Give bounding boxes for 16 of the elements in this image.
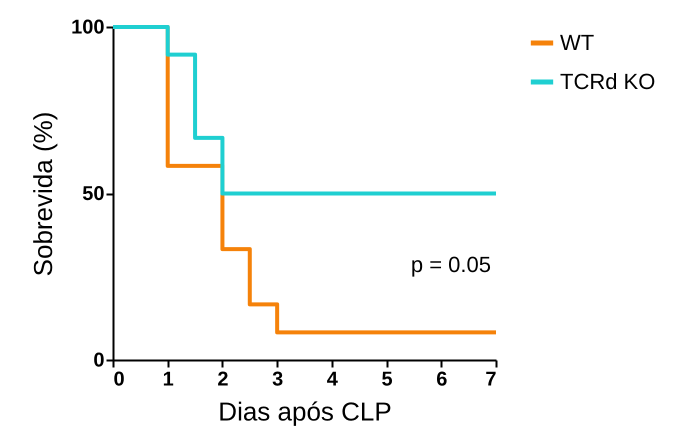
x-tick-label: 4	[326, 368, 339, 390]
x-tick-label: 5	[382, 368, 393, 390]
legend-label: TCRd KO	[560, 69, 656, 94]
x-tick-label: 3	[272, 368, 284, 390]
y-tick-label: 100	[71, 16, 104, 38]
x-tick-label: 2	[217, 368, 228, 390]
x-tick-label: 7	[485, 368, 496, 390]
x-tick-label: 0	[114, 368, 125, 390]
x-tick-label: 1	[162, 368, 174, 390]
y-tick-label: 50	[82, 183, 104, 205]
y-axis-title: Sobrevida (%)	[28, 112, 58, 276]
y-tick-label: 0	[93, 350, 104, 372]
x-axis-title: Dias após CLP	[218, 396, 392, 426]
annotation: p = 0.05	[410, 252, 491, 277]
legend-label: WT	[560, 30, 594, 55]
x-tick-label: 6	[436, 368, 448, 390]
